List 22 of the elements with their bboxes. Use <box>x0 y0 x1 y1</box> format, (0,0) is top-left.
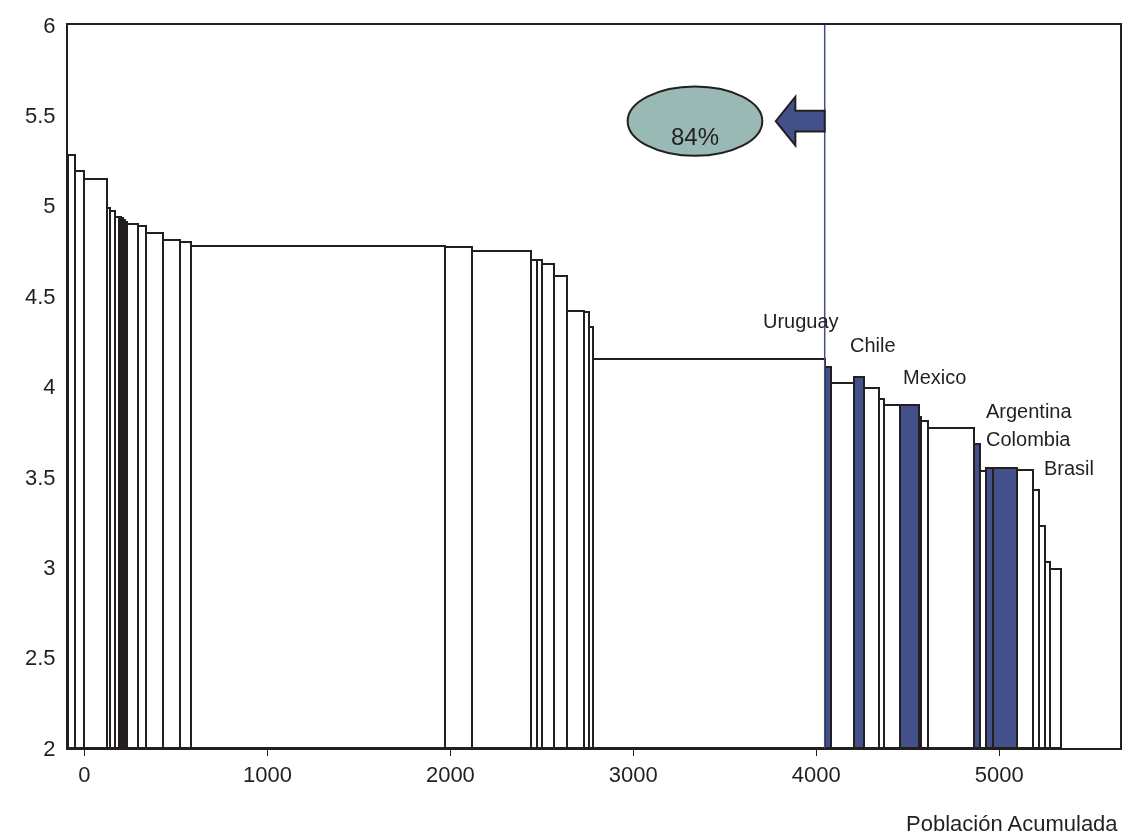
x-tick-label: 2000 <box>425 762 475 788</box>
x-tick-label: 3000 <box>608 762 658 788</box>
annotation: Colombia <box>986 428 1072 450</box>
x-tick-label: 5000 <box>974 762 1024 788</box>
y-tick-label: 5 <box>43 193 56 219</box>
y-tick-label: 4 <box>43 374 56 400</box>
y-tick-label: 2 <box>43 735 56 761</box>
y-tick-label: 4.5 <box>25 283 56 309</box>
y-tick-label: 2.5 <box>25 645 56 671</box>
y-tick-label: 3 <box>43 554 56 580</box>
x-tick-label: 4000 <box>791 762 841 788</box>
x-axis-title: Población Acumulada <box>906 811 1119 831</box>
annotation: Chile <box>850 334 896 356</box>
annotation: Mexico <box>903 366 967 388</box>
annotation: Brasil <box>1044 457 1095 479</box>
y-tick-label: 5.5 <box>25 103 56 129</box>
annotation: Argentina <box>986 400 1073 422</box>
y-tick-label: 6 <box>43 12 56 38</box>
x-tick-label: 0 <box>78 762 91 788</box>
annotation: 84% <box>671 123 720 150</box>
x-tick-label: 1000 <box>242 762 292 788</box>
y-tick-label: 3.5 <box>25 464 56 490</box>
